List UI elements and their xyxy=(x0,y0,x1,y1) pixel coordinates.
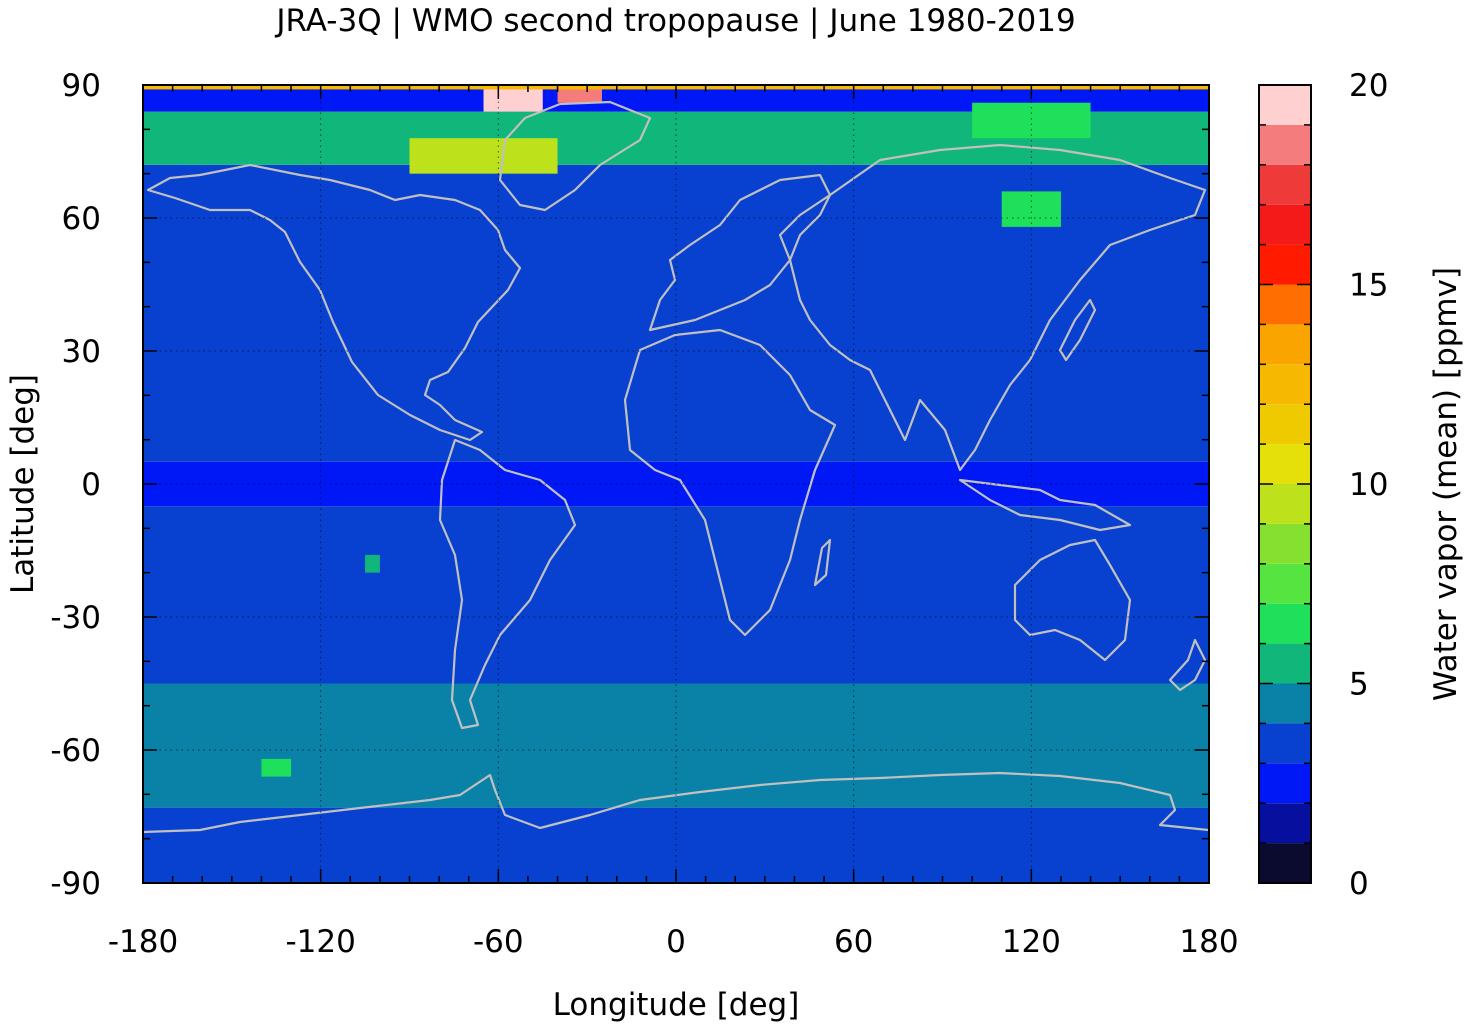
y-tick-label: -90 xyxy=(50,866,101,902)
colorbar-label: Water vapor (mean) [ppmv] xyxy=(1428,267,1464,701)
colorbar-swatch-1 xyxy=(1259,803,1311,844)
colorbar-swatch-9 xyxy=(1259,484,1311,524)
coastline-greenland xyxy=(498,100,652,212)
colorbar-swatch-11 xyxy=(1259,404,1311,445)
tick-marks xyxy=(142,84,1210,884)
y-tick-label: 0 xyxy=(81,467,101,503)
coastline-australia xyxy=(1013,538,1132,662)
y-tick-label: 30 xyxy=(62,334,101,370)
chart-title: JRA-3Q | WMO second tropopause | June 19… xyxy=(274,3,1075,39)
x-tick-label: 120 xyxy=(1002,924,1061,960)
field-feature-5 xyxy=(1001,191,1061,227)
grid xyxy=(143,85,1209,883)
x-tick-label: 180 xyxy=(1179,924,1238,960)
colorbar-swatch-18 xyxy=(1259,124,1311,165)
field-feature-3 xyxy=(409,138,558,174)
coastline-new-zealand xyxy=(1168,638,1207,692)
colorbar-tick-label: 15 xyxy=(1349,268,1388,304)
plot-area xyxy=(142,84,1210,884)
colorbar-swatch-12 xyxy=(1259,364,1311,405)
colorbar-swatch-7 xyxy=(1259,563,1311,604)
y-tick-labels: 90 60 30 0 -30 -60 -90 xyxy=(50,68,101,902)
y-tick-label: -30 xyxy=(50,600,101,636)
coastline-antarctica xyxy=(142,771,1209,834)
x-tick-label: -60 xyxy=(473,924,524,960)
x-tick-label: 60 xyxy=(834,924,873,960)
colorbar xyxy=(1258,84,1312,884)
colorbar-tick-label: 20 xyxy=(1349,68,1388,104)
colorbar-swatch-19 xyxy=(1259,85,1311,125)
colorbar-tick-label: 10 xyxy=(1349,467,1388,503)
colorbar-swatch-16 xyxy=(1259,204,1311,245)
colorbar-tick-labels: 20 15 10 5 0 xyxy=(1349,68,1388,902)
coastlines xyxy=(142,100,1209,834)
coastline-africa xyxy=(623,328,837,637)
x-tick-labels: -180 -120 -60 0 60 120 180 xyxy=(108,924,1239,960)
y-axis-label: Latitude [deg] xyxy=(5,374,41,594)
field-feature-4 xyxy=(972,102,1091,139)
colorbar-swatch-0 xyxy=(1259,843,1311,883)
coastline-indonesia xyxy=(958,478,1132,532)
coastline-europe xyxy=(648,173,832,332)
x-tick-label: -120 xyxy=(285,924,355,960)
colorbar-tick-label: 0 xyxy=(1349,866,1369,902)
colorbar-swatch-8 xyxy=(1259,523,1311,564)
coastline-asia xyxy=(788,143,1207,472)
x-axis-label: Longitude [deg] xyxy=(553,987,800,1023)
x-tick-label: -180 xyxy=(108,924,178,960)
x-tick-label: 0 xyxy=(666,924,686,960)
colorbar-swatch-17 xyxy=(1259,164,1311,205)
colorbar-swatch-10 xyxy=(1259,444,1311,484)
coastline-north-america xyxy=(146,163,522,442)
colorbar-swatch-3 xyxy=(1259,723,1311,764)
colorbar-swatch-2 xyxy=(1259,763,1311,804)
colorbar-swatch-4 xyxy=(1259,683,1311,724)
coastline-south-america xyxy=(438,438,577,730)
colorbar-swatch-5 xyxy=(1259,643,1311,684)
colorbar-tick-label: 5 xyxy=(1349,667,1369,703)
coastline-madagascar xyxy=(813,538,832,587)
colorbar-swatch-15 xyxy=(1259,244,1311,285)
y-tick-label: 90 xyxy=(62,68,101,104)
y-tick-label: -60 xyxy=(50,733,101,769)
field-feature-6 xyxy=(365,554,380,573)
field-feature-7 xyxy=(261,758,292,777)
coastline-japan xyxy=(1058,298,1097,362)
colorbar-swatch-6 xyxy=(1259,603,1311,644)
field-band-2 xyxy=(143,506,1209,684)
colorbar-swatch-13 xyxy=(1259,324,1311,365)
y-tick-label: 60 xyxy=(62,201,101,237)
colorbar-swatch-14 xyxy=(1259,284,1311,325)
